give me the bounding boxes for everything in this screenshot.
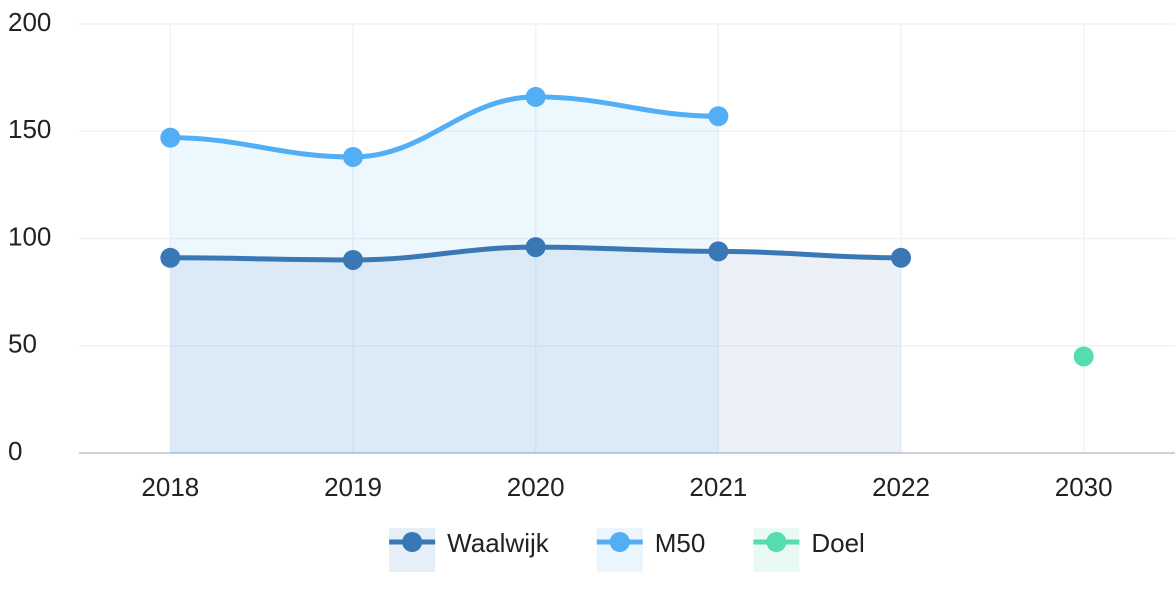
legend-dot bbox=[402, 532, 423, 552]
point bbox=[525, 86, 546, 107]
point bbox=[708, 106, 729, 127]
area bbox=[170, 96, 719, 453]
x-tick-label: 2021 bbox=[689, 472, 747, 502]
legend-item: Doel bbox=[753, 528, 865, 572]
point bbox=[1073, 346, 1094, 367]
legend-label: Doel bbox=[811, 528, 864, 558]
point bbox=[343, 249, 363, 270]
point bbox=[891, 247, 911, 268]
area bbox=[170, 247, 902, 453]
point bbox=[525, 237, 546, 258]
areas bbox=[170, 96, 902, 453]
x-tick-label: 2020 bbox=[507, 472, 565, 502]
y-tick-label: 50 bbox=[8, 329, 37, 359]
x-tick-label: 2019 bbox=[324, 472, 382, 502]
line bbox=[170, 94, 719, 160]
point bbox=[160, 247, 181, 268]
legend-dot bbox=[609, 532, 630, 552]
y-tick-label: 0 bbox=[8, 436, 22, 466]
legend-item: M50 bbox=[596, 528, 706, 572]
legend-label: M50 bbox=[655, 528, 706, 558]
legend-item: Waalwijk bbox=[389, 528, 550, 572]
y-tick-label: 100 bbox=[8, 221, 51, 251]
point bbox=[343, 146, 363, 167]
y-tick-label: 150 bbox=[8, 114, 51, 144]
x-tick-label: 2018 bbox=[141, 472, 199, 502]
x-tick-label: 2030 bbox=[1055, 472, 1113, 502]
point bbox=[160, 127, 181, 148]
x-tick-label: 2022 bbox=[872, 472, 930, 502]
legend-label: Waalwijk bbox=[447, 528, 550, 558]
point bbox=[708, 241, 729, 262]
legend-dot bbox=[766, 532, 787, 552]
points bbox=[160, 86, 1094, 367]
y-tick-label: 200 bbox=[8, 7, 51, 37]
